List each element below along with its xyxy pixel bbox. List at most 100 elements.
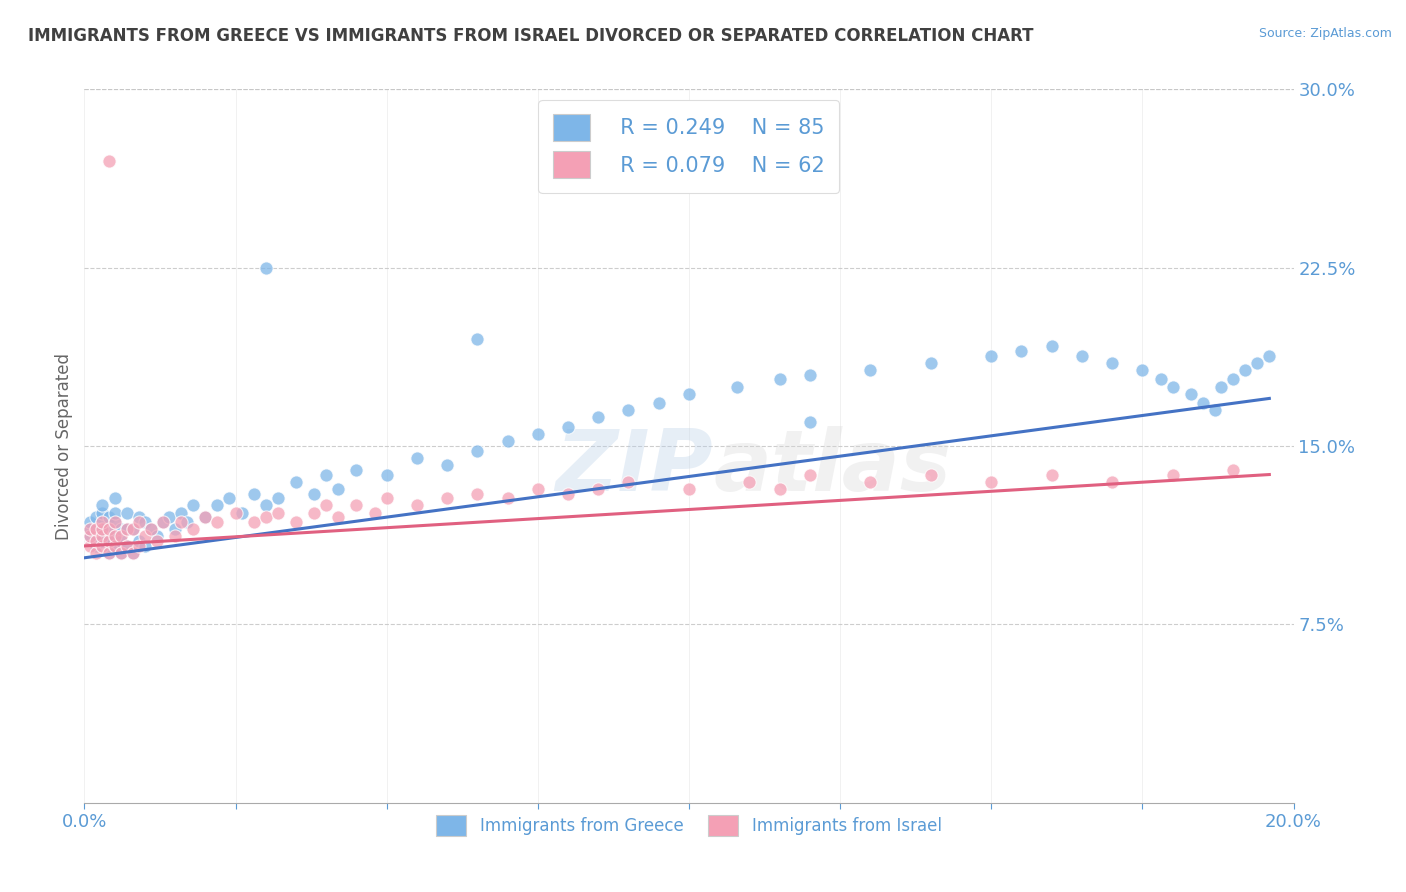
Point — [91, 522, 114, 536]
Point — [218, 491, 240, 506]
Point — [91, 506, 114, 520]
Text: atlas: atlas — [713, 425, 952, 509]
Point — [97, 153, 120, 168]
Point — [97, 546, 120, 560]
Point — [86, 522, 108, 536]
Point — [363, 506, 385, 520]
Point — [328, 510, 350, 524]
Point — [139, 522, 162, 536]
Text: ZIP: ZIP — [555, 425, 713, 509]
Point — [97, 522, 120, 536]
Y-axis label: Divorced or Separated: Divorced or Separated — [55, 352, 73, 540]
Point — [1040, 339, 1063, 353]
Point — [769, 372, 792, 386]
Point — [146, 529, 169, 543]
Point — [104, 539, 127, 553]
Point — [104, 539, 127, 553]
Point — [157, 510, 180, 524]
Point — [128, 515, 150, 529]
Point — [128, 539, 150, 553]
Point — [375, 467, 398, 482]
Point — [1222, 372, 1244, 386]
Point — [285, 475, 308, 489]
Point — [207, 499, 229, 513]
Point — [165, 529, 187, 543]
Point — [170, 515, 193, 529]
Point — [121, 522, 143, 536]
Point — [1258, 349, 1281, 363]
Point — [91, 515, 114, 529]
Point — [194, 510, 217, 524]
Point — [91, 499, 114, 513]
Point — [91, 522, 114, 536]
Point — [134, 539, 156, 553]
Point — [859, 475, 882, 489]
Point — [110, 546, 132, 560]
Point — [557, 486, 579, 500]
Point — [328, 482, 350, 496]
Point — [128, 510, 150, 524]
Point — [104, 529, 127, 543]
Point — [139, 522, 162, 536]
Point — [1101, 356, 1123, 370]
Point — [146, 534, 169, 549]
Point — [315, 499, 337, 513]
Point — [1130, 363, 1153, 377]
Point — [725, 379, 748, 393]
Point — [1101, 475, 1123, 489]
Point — [121, 522, 143, 536]
Point — [86, 546, 108, 560]
Point — [302, 486, 325, 500]
Point — [557, 420, 579, 434]
Point — [1149, 372, 1171, 386]
Point — [920, 467, 942, 482]
Point — [165, 522, 187, 536]
Point — [467, 443, 489, 458]
Point — [799, 415, 821, 429]
Point — [346, 463, 368, 477]
Point — [1234, 363, 1257, 377]
Point — [91, 529, 114, 543]
Point — [738, 475, 761, 489]
Text: Source: ZipAtlas.com: Source: ZipAtlas.com — [1258, 27, 1392, 40]
Point — [799, 467, 821, 482]
Point — [86, 529, 108, 543]
Point — [104, 491, 127, 506]
Point — [436, 491, 458, 506]
Point — [242, 515, 264, 529]
Point — [121, 546, 143, 560]
Point — [128, 534, 150, 549]
Point — [1246, 356, 1268, 370]
Point — [1071, 349, 1094, 363]
Point — [152, 515, 174, 529]
Point — [285, 515, 308, 529]
Point — [110, 546, 132, 560]
Point — [267, 491, 290, 506]
Point — [1222, 463, 1244, 477]
Point — [980, 349, 1002, 363]
Point — [267, 506, 290, 520]
Point — [110, 522, 132, 536]
Point — [346, 499, 368, 513]
Point — [86, 534, 108, 549]
Point — [181, 499, 204, 513]
Point — [86, 510, 108, 524]
Point — [194, 510, 217, 524]
Point — [104, 515, 127, 529]
Point — [79, 539, 101, 553]
Point — [176, 515, 198, 529]
Point — [1209, 379, 1232, 393]
Point — [496, 491, 519, 506]
Point — [79, 529, 101, 543]
Point — [496, 434, 519, 449]
Point — [225, 506, 247, 520]
Point — [104, 506, 127, 520]
Point — [121, 546, 143, 560]
Point — [375, 491, 398, 506]
Point — [79, 522, 101, 536]
Point — [467, 486, 489, 500]
Point — [1192, 396, 1215, 410]
Point — [91, 515, 114, 529]
Point — [315, 467, 337, 482]
Point — [134, 515, 156, 529]
